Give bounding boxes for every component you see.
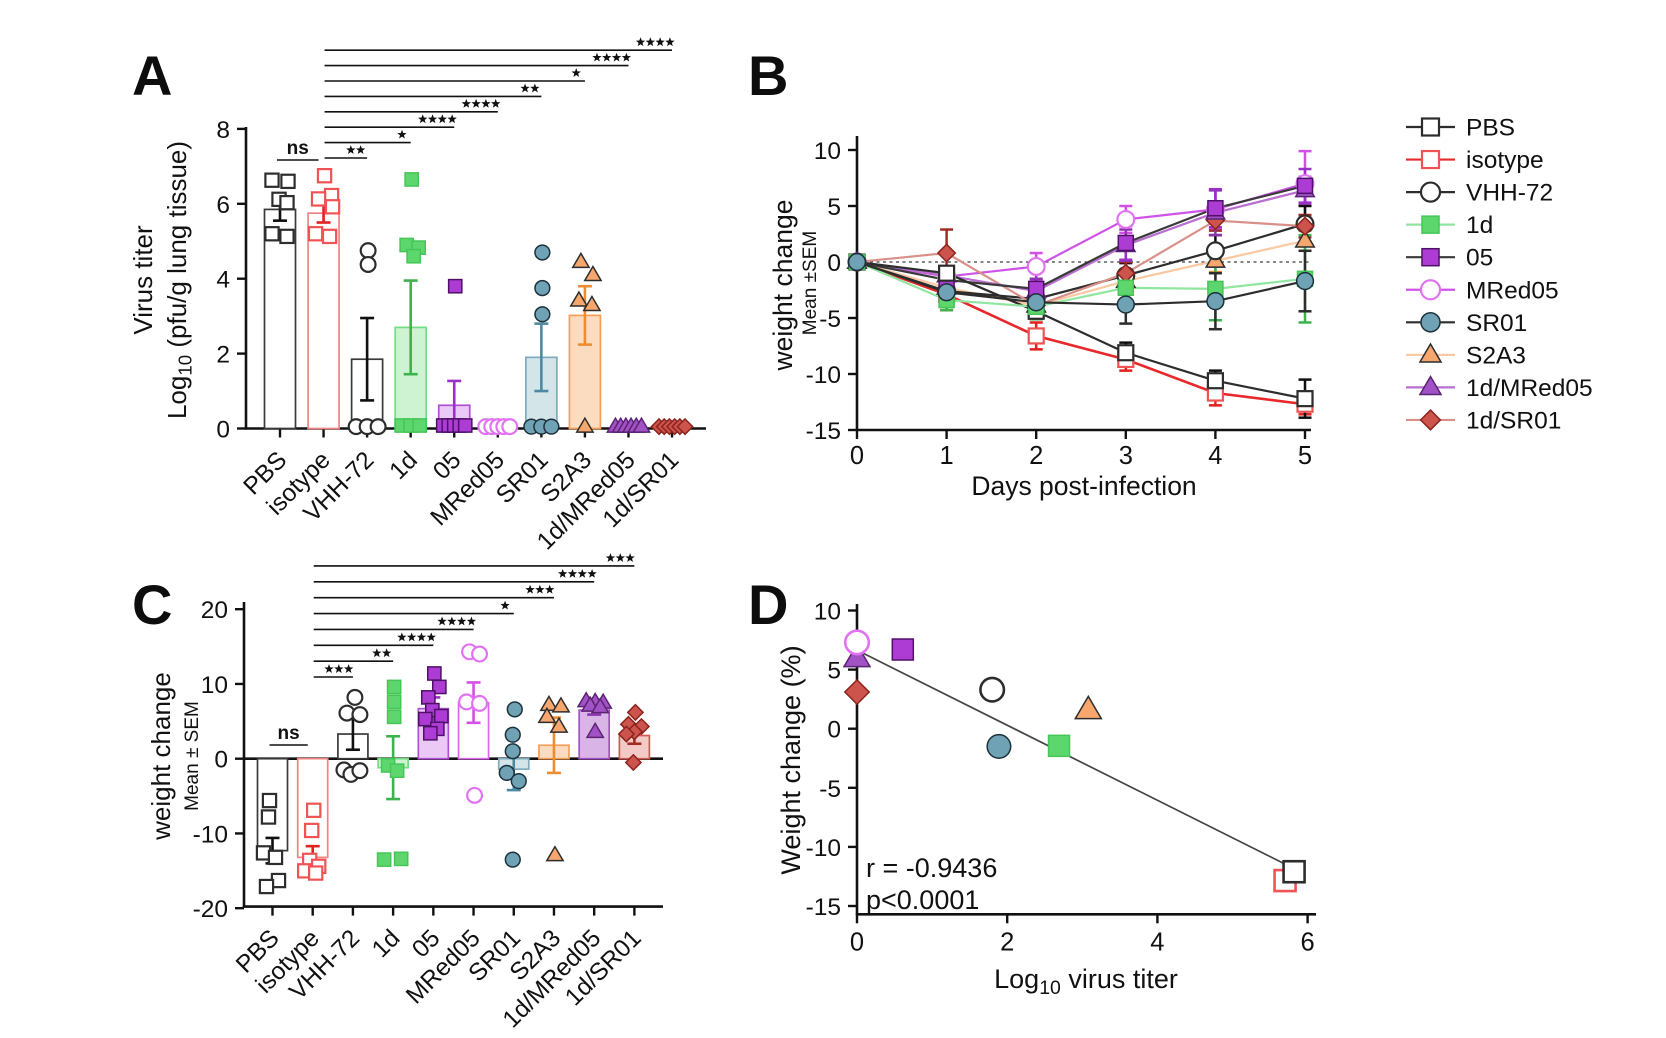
svg-text:1: 1 bbox=[940, 442, 954, 470]
legend-item-PBS: PBS bbox=[1406, 115, 1515, 142]
svg-text:-10: -10 bbox=[193, 821, 228, 848]
panel-a-xticklabel: SR01 bbox=[491, 447, 553, 509]
panel-a-significance: ns bbox=[277, 37, 675, 161]
legend-item-1d: 1d bbox=[1406, 212, 1493, 239]
svg-text:5: 5 bbox=[827, 658, 841, 685]
svg-text:10: 10 bbox=[201, 672, 228, 699]
correlation-p-text: p<0.0001 bbox=[866, 885, 980, 915]
panel-c-ylabel: weight change bbox=[146, 672, 176, 841]
panel-b-label: B bbox=[748, 44, 789, 107]
svg-text:-15: -15 bbox=[806, 418, 841, 445]
series-line-isotype bbox=[856, 260, 1306, 406]
svg-text:4: 4 bbox=[1150, 928, 1164, 956]
svg-text:2: 2 bbox=[1000, 928, 1014, 956]
panel-d-xlabel: Log10 virus titer bbox=[994, 964, 1178, 999]
legend-label: isotype bbox=[1466, 147, 1544, 174]
legend-label: S2A3 bbox=[1466, 342, 1526, 369]
legend-item-S2A3: S2A3 bbox=[1406, 342, 1526, 369]
series-line-1d bbox=[856, 260, 1306, 308]
legend-item-1d/MRed05: 1d/MRed05 bbox=[1406, 375, 1593, 402]
svg-text:2: 2 bbox=[216, 342, 230, 369]
panel-c-significance: ns bbox=[269, 553, 635, 746]
svg-text:6: 6 bbox=[216, 192, 230, 219]
svg-text:ns: ns bbox=[278, 723, 300, 744]
svg-text:3: 3 bbox=[1119, 442, 1133, 470]
legend-item-isotype: isotype bbox=[1406, 147, 1544, 174]
panel-b-ylabel: weight change bbox=[768, 200, 798, 372]
series-line-PBS bbox=[856, 260, 1306, 400]
legend-item-VHH-72: VHH-72 bbox=[1406, 180, 1553, 207]
legend-label: 1d bbox=[1466, 212, 1493, 239]
panel-c-xticklabel: 1d bbox=[367, 925, 405, 963]
series-line-SR01 bbox=[856, 260, 1306, 306]
svg-text:-5: -5 bbox=[819, 776, 841, 803]
panel-b: -15 -10 -5 0 5 10 0 1 2 3 4 5 Days post-infection wei… bbox=[768, 136, 1316, 501]
svg-text:-5: -5 bbox=[819, 306, 841, 333]
svg-text:4: 4 bbox=[1208, 442, 1222, 470]
legend-label: MRed05 bbox=[1466, 277, 1559, 304]
svg-text:4: 4 bbox=[216, 267, 230, 294]
legend-label: 1d/SR01 bbox=[1466, 407, 1561, 434]
legend: PBS isotype VHH-72 1d 05 MRed05 SR01 S2A3 1d/MRe… bbox=[1406, 115, 1593, 434]
panel-d-ylabel: Weight change (%) bbox=[776, 645, 806, 874]
legend-label: SR01 bbox=[1466, 310, 1527, 337]
legend-label: PBS bbox=[1466, 115, 1515, 142]
legend-item-05: 05 bbox=[1406, 245, 1493, 272]
svg-text:-20: -20 bbox=[193, 896, 228, 923]
panel-a-ylabel-sub: Log10 (pfu/g lung tissue) bbox=[162, 141, 196, 419]
series-line-1d/SR01 bbox=[856, 219, 1306, 307]
svg-text:0: 0 bbox=[214, 747, 228, 774]
panel-d: -15 -10 -5 0 5 10 0 2 4 6 Log10 virus titer Weight … bbox=[776, 599, 1316, 999]
correlation-r-text: r = -0.9436 bbox=[866, 853, 998, 883]
svg-text:0: 0 bbox=[850, 442, 864, 470]
legend-label: VHH-72 bbox=[1466, 180, 1553, 207]
legend-label: 05 bbox=[1466, 245, 1493, 272]
panel-a-label: A bbox=[132, 44, 173, 107]
svg-text:10: 10 bbox=[814, 599, 841, 626]
series-line-1d/MRed05 bbox=[856, 189, 1306, 293]
svg-text:0: 0 bbox=[827, 250, 841, 277]
svg-text:5: 5 bbox=[827, 194, 841, 221]
svg-text:0: 0 bbox=[850, 928, 864, 956]
bar-isotype bbox=[307, 212, 340, 430]
legend-item-1d/SR01: 1d/SR01 bbox=[1406, 407, 1561, 434]
svg-text:5: 5 bbox=[1298, 442, 1312, 470]
svg-text:0: 0 bbox=[216, 417, 230, 444]
svg-text:2: 2 bbox=[1029, 442, 1043, 470]
svg-text:10: 10 bbox=[814, 138, 841, 165]
panel-a-ylabel: Virus titer bbox=[128, 225, 158, 335]
svg-text:6: 6 bbox=[1301, 928, 1315, 956]
svg-text:-10: -10 bbox=[806, 362, 841, 389]
svg-text:-10: -10 bbox=[806, 835, 841, 862]
panel-b-ylabel-sub: Mean ±SEM bbox=[800, 231, 821, 335]
svg-text:8: 8 bbox=[216, 117, 230, 144]
panel-a-xticklabel: 1d bbox=[385, 447, 423, 485]
legend-item-SR01: SR01 bbox=[1406, 310, 1527, 337]
panel-d-label: D bbox=[748, 573, 789, 636]
svg-text:-15: -15 bbox=[806, 894, 841, 921]
series-line-05 bbox=[856, 184, 1306, 291]
panel-c-label: C bbox=[132, 573, 173, 636]
panel-c-ylabel-sub: Mean ± SEM bbox=[182, 701, 203, 811]
panel-b-xlabel: Days post-infection bbox=[971, 471, 1196, 501]
svg-text:0: 0 bbox=[827, 717, 841, 744]
series-line-S2A3 bbox=[856, 239, 1306, 307]
legend-item-MRed05: MRed05 bbox=[1406, 277, 1559, 304]
svg-text:ns: ns bbox=[287, 138, 309, 159]
svg-text:20: 20 bbox=[201, 597, 228, 624]
legend-label: 1d/MRed05 bbox=[1466, 375, 1593, 402]
